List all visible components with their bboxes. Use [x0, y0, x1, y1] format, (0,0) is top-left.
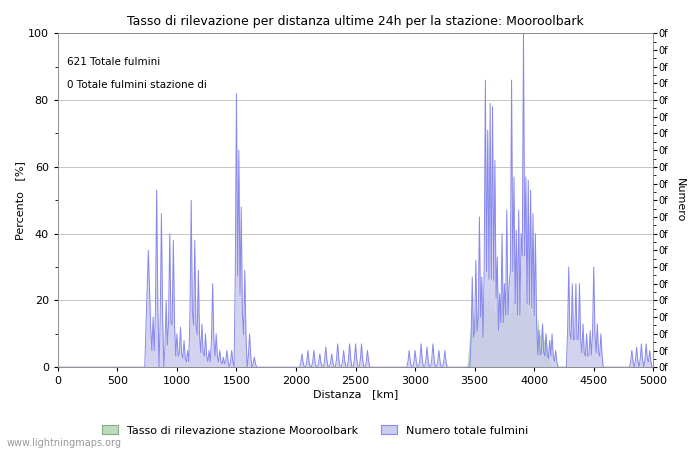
- Text: www.lightningmaps.org: www.lightningmaps.org: [7, 438, 122, 448]
- Title: Tasso di rilevazione per distanza ultime 24h per la stazione: Mooroolbark: Tasso di rilevazione per distanza ultime…: [127, 15, 584, 28]
- Legend: Tasso di rilevazione stazione Mooroolbark, Numero totale fulmini: Tasso di rilevazione stazione Mooroolbar…: [97, 421, 533, 440]
- X-axis label: Distanza   [km]: Distanza [km]: [313, 389, 398, 399]
- Text: 621 Totale fulmini: 621 Totale fulmini: [66, 57, 160, 67]
- Text: 0 Totale fulmini stazione di: 0 Totale fulmini stazione di: [66, 80, 206, 90]
- Y-axis label: Percento   [%]: Percento [%]: [15, 161, 25, 240]
- Y-axis label: Numero: Numero: [675, 178, 685, 222]
